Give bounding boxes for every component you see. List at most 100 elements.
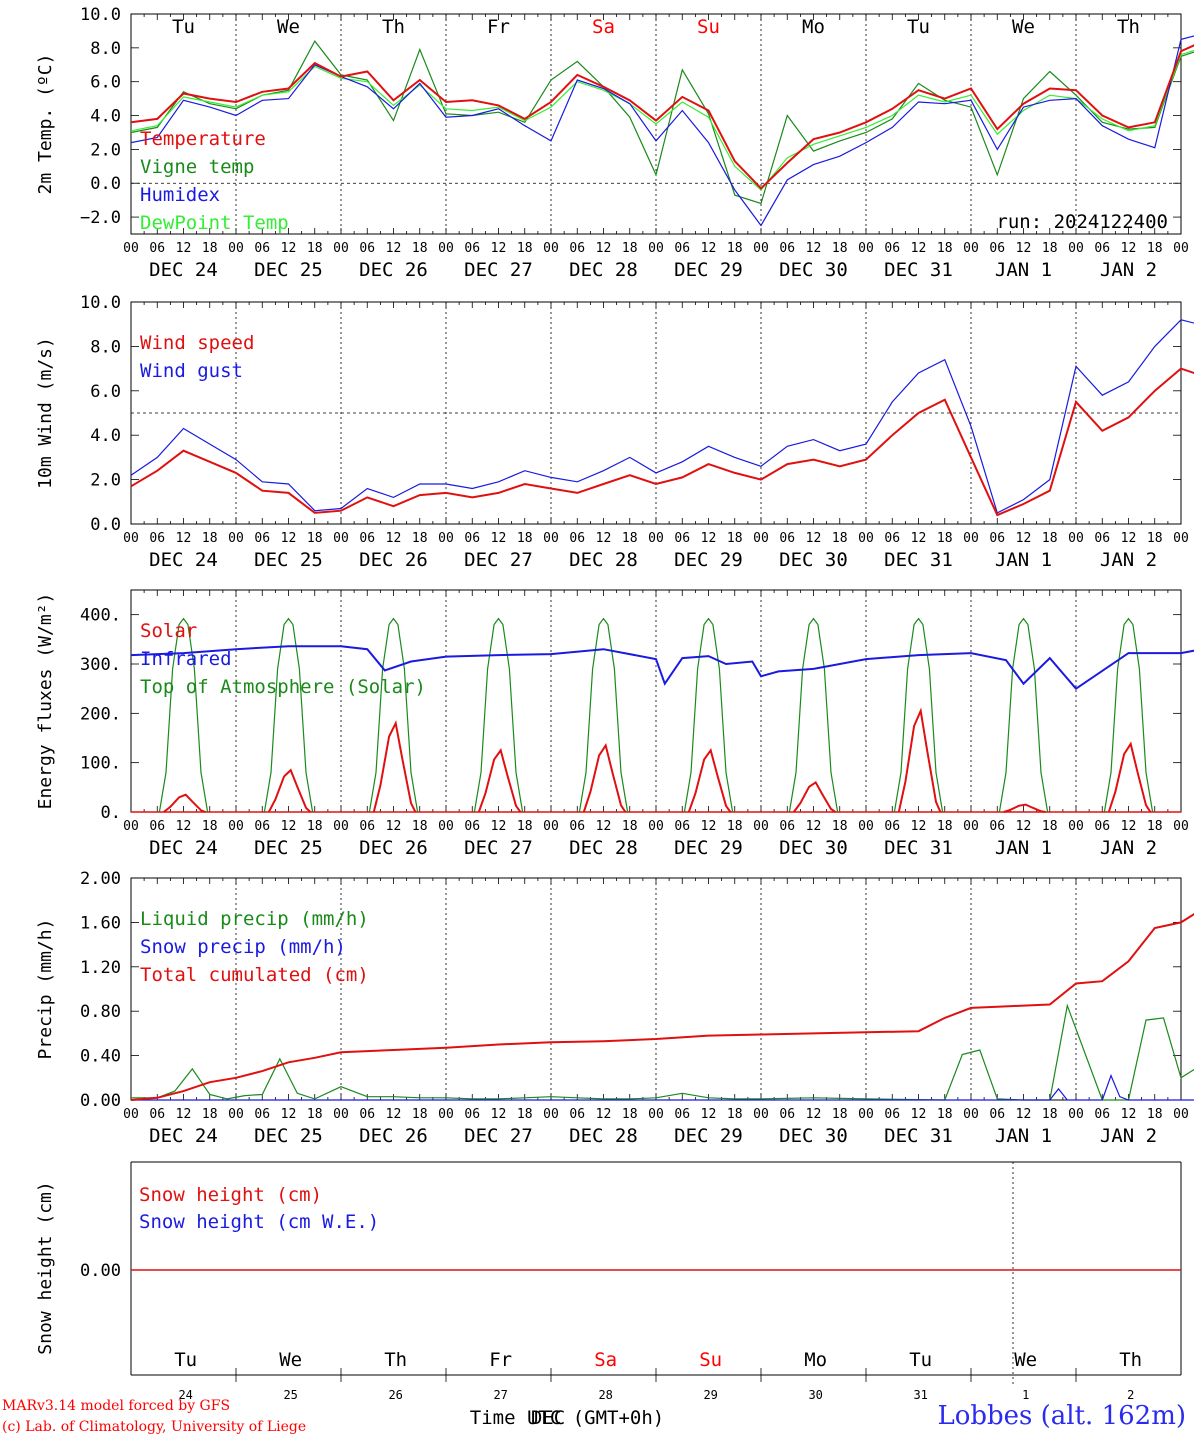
date-label: JAN 2 <box>1100 837 1157 859</box>
hour-tick-label: 06 <box>989 531 1005 546</box>
hour-tick-label: 12 <box>596 1107 612 1122</box>
hour-tick-label: 00 <box>333 819 349 834</box>
weekday-label: Mo <box>804 1349 827 1371</box>
hour-tick-label: 06 <box>674 531 690 546</box>
hour-tick-label: 00 <box>1068 241 1084 256</box>
hour-tick-label: 18 <box>307 1107 323 1122</box>
date-number: 30 <box>808 1388 822 1402</box>
date-label: DEC 26 <box>359 837 428 859</box>
weekday-label: Tu <box>174 1349 197 1371</box>
series-line-humidex <box>130 35 1194 227</box>
hour-tick-label: 18 <box>307 531 323 546</box>
weekday-label: We <box>1012 16 1035 38</box>
hour-tick-label: 12 <box>176 241 192 256</box>
hour-tick-label: 00 <box>1173 819 1189 834</box>
y-tick-label: 4.0 <box>90 426 121 446</box>
hour-tick-label: 00 <box>1173 531 1189 546</box>
hour-tick-label: 06 <box>884 531 900 546</box>
y-tick-label: 0.80 <box>80 1002 121 1022</box>
date-label: JAN 2 <box>1100 259 1157 281</box>
date-label: DEC 25 <box>254 837 323 859</box>
hour-tick-label: 06 <box>359 819 375 834</box>
hour-tick-label: 00 <box>228 1107 244 1122</box>
weekday-label: Th <box>1119 1349 1142 1371</box>
y-tick-label: 100. <box>80 754 121 774</box>
date-number: 27 <box>493 1388 507 1402</box>
hour-tick-label: 00 <box>753 819 769 834</box>
legend-entry: Snow height (cm) <box>139 1184 322 1206</box>
hour-tick-label: 12 <box>701 241 717 256</box>
weekday-label: We <box>277 16 300 38</box>
hour-tick-label: 18 <box>202 1107 218 1122</box>
hour-tick-label: 00 <box>648 819 664 834</box>
series-line-solar <box>163 707 1152 813</box>
hour-tick-label: 12 <box>701 531 717 546</box>
hour-tick-label: 06 <box>779 819 795 834</box>
hour-tick-label: 12 <box>491 531 507 546</box>
y-tick-label: 300. <box>80 655 121 675</box>
date-label: DEC 30 <box>779 549 848 571</box>
hour-tick-label: 06 <box>674 241 690 256</box>
hour-tick-label: 00 <box>963 241 979 256</box>
weekday-label: Th <box>382 16 405 38</box>
hour-tick-label: 00 <box>858 531 874 546</box>
hour-tick-label: 06 <box>674 819 690 834</box>
hour-tick-label: 18 <box>937 819 953 834</box>
legend-entry: Total cumulated (cm) <box>140 964 369 986</box>
hour-tick-label: 12 <box>281 819 297 834</box>
hour-tick-label: 18 <box>412 819 428 834</box>
hour-tick-label: 06 <box>569 531 585 546</box>
hour-tick-label: 00 <box>123 819 139 834</box>
hour-tick-label: 06 <box>149 819 165 834</box>
hour-tick-label: 12 <box>1121 819 1137 834</box>
legend-entry: Infrared <box>140 648 232 670</box>
hour-tick-label: 00 <box>648 1107 664 1122</box>
hour-tick-label: 12 <box>1121 241 1137 256</box>
hour-tick-label: 00 <box>333 531 349 546</box>
hour-tick-label: 06 <box>989 819 1005 834</box>
hour-tick-label: 06 <box>569 241 585 256</box>
hour-tick-label: 18 <box>727 531 743 546</box>
date-number: 28 <box>598 1388 612 1402</box>
date-number: 1 <box>1022 1388 1029 1402</box>
hour-tick-label: 06 <box>569 1107 585 1122</box>
y-tick-label: 0.0 <box>90 515 121 535</box>
date-label: DEC 25 <box>254 259 323 281</box>
hour-tick-label: 00 <box>753 531 769 546</box>
hour-tick-label: 00 <box>753 1107 769 1122</box>
hour-tick-label: 00 <box>543 819 559 834</box>
y-tick-label: 6.0 <box>90 73 121 93</box>
date-label: DEC 30 <box>779 837 848 859</box>
hour-tick-label: 18 <box>412 241 428 256</box>
hour-tick-label: 18 <box>1042 531 1058 546</box>
hour-tick-label: 00 <box>1173 1107 1189 1122</box>
weekday-label: Mo <box>802 16 825 38</box>
date-label: DEC 26 <box>359 549 428 571</box>
hour-tick-label: 00 <box>963 1107 979 1122</box>
hour-tick-label: 06 <box>989 1107 1005 1122</box>
hour-tick-label: 12 <box>911 1107 927 1122</box>
hour-tick-label: 12 <box>386 819 402 834</box>
hour-tick-label: 18 <box>622 1107 638 1122</box>
lab-credit: (c) Lab. of Climatology, University of L… <box>2 1419 307 1435</box>
legend-entry: Wind gust <box>140 360 243 382</box>
station-name: Lobbes (alt. 162m) <box>937 1401 1186 1431</box>
weekday-label: Tu <box>909 1349 932 1371</box>
date-label: DEC 28 <box>569 259 638 281</box>
date-label: DEC 24 <box>149 549 218 571</box>
legend-entry: Top of Atmosphere (Solar) <box>140 676 426 698</box>
legend-entry: Snow height (cm W.E.) <box>139 1211 379 1233</box>
hour-tick-label: 06 <box>779 1107 795 1122</box>
hour-tick-label: 00 <box>438 1107 454 1122</box>
y-tick-label: 2.0 <box>90 471 121 491</box>
hour-tick-label: 12 <box>491 819 507 834</box>
hour-tick-label: 18 <box>832 241 848 256</box>
hour-tick-label: 18 <box>727 1107 743 1122</box>
hour-tick-label: 12 <box>281 531 297 546</box>
date-label: DEC 24 <box>149 1125 218 1147</box>
hour-tick-label: 12 <box>806 241 822 256</box>
hour-tick-label: 00 <box>963 531 979 546</box>
y-tick-label: 0.0 <box>90 174 121 194</box>
hour-tick-label: 12 <box>911 241 927 256</box>
hour-tick-label: 18 <box>517 241 533 256</box>
